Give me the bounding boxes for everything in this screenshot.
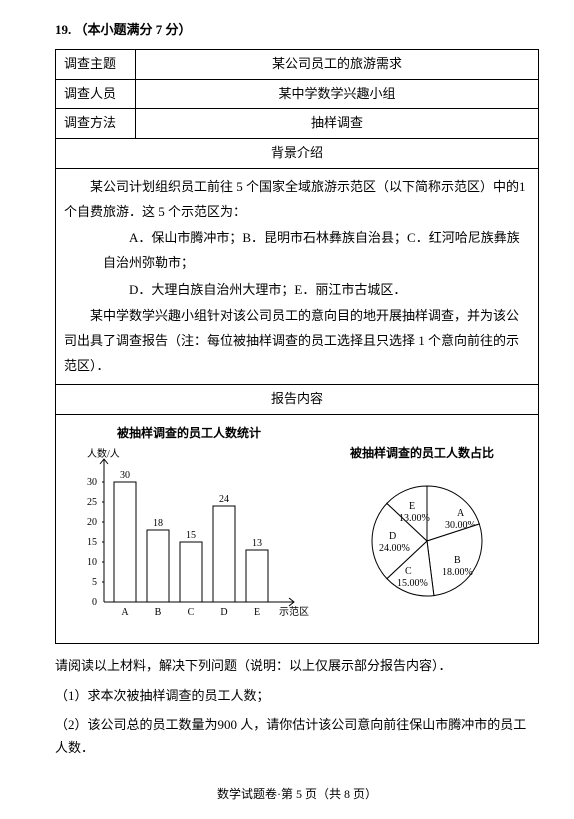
table-row: 报告内容 <box>56 385 539 415</box>
svg-text:A: A <box>121 607 129 618</box>
svg-text:0: 0 <box>92 597 97 608</box>
svg-text:D: D <box>220 607 227 618</box>
background-p2: 某中学数学兴趣小组针对该公司员工的意向目的地开展抽样调查，并为该公司出具了调查报… <box>64 304 530 378</box>
svg-text:10: 10 <box>87 557 97 568</box>
svg-text:15.00%: 15.00% <box>397 578 428 589</box>
pie-chart-container: 被抽样调查的员工人数占比 A30.00% B18.00% C15.00% <box>319 424 525 621</box>
svg-text:C: C <box>188 607 195 618</box>
svg-text:13.00%: 13.00% <box>399 513 430 524</box>
options-line-1: A．保山市腾冲市；B．昆明市石林彝族自治县；C．红河哈尼族彝族自治州弥勒市； <box>64 226 530 275</box>
svg-text:C: C <box>405 566 412 577</box>
instruction-intro: 请阅读以上材料，解决下列问题（说明：以上仅展示部分报告内容）． <box>55 654 539 677</box>
survey-staff-label: 调查人员 <box>56 79 136 109</box>
svg-text:A: A <box>457 508 465 519</box>
page-footer: 数学试题卷·第 5 页（共 8 页） <box>55 785 539 804</box>
table-row: 调查方法 抽样调查 <box>56 109 539 139</box>
bar-chart-svg: 人数/人 0 5 10 15 20 25 <box>69 447 309 622</box>
table-row: 调查主题 某公司员工的旅游需求 <box>56 49 539 79</box>
background-p1: 某公司计划组织员工前往 5 个国家全域旅游示范区（以下简称示范区）中的1个自费旅… <box>64 175 530 224</box>
survey-staff-value: 某中学数学兴趣小组 <box>136 79 539 109</box>
background-content: 某公司计划组织员工前往 5 个国家全域旅游示范区（以下简称示范区）中的1个自费旅… <box>56 168 539 385</box>
chart-cell: 被抽样调查的员工人数统计 人数/人 0 5 10 15 <box>56 415 539 644</box>
survey-table: 调查主题 某公司员工的旅游需求 调查人员 某中学数学兴趣小组 调查方法 抽样调查… <box>55 49 539 644</box>
options-line-2: D．大理白族自治州大理市；E．丽江市古城区． <box>64 278 530 303</box>
y-ticks: 0 5 10 15 20 25 30 <box>87 477 104 608</box>
survey-topic-label: 调查主题 <box>56 49 136 79</box>
svg-text:15: 15 <box>87 537 97 548</box>
instructions: 请阅读以上材料，解决下列问题（说明：以上仅展示部分报告内容）． （1）求本次被抽… <box>55 654 539 760</box>
table-row: 背景介绍 <box>56 139 539 169</box>
svg-text:5: 5 <box>92 577 97 588</box>
bar-chart-container: 被抽样调查的员工人数统计 人数/人 0 5 10 15 <box>69 424 309 629</box>
pie-chart-title: 被抽样调查的员工人数占比 <box>319 444 525 463</box>
survey-topic-value: 某公司员工的旅游需求 <box>136 49 539 79</box>
svg-text:24: 24 <box>219 494 229 505</box>
question-points: （本小题满分 7 分） <box>75 22 192 37</box>
question-number: 19. <box>55 22 71 37</box>
question-header: 19. （本小题满分 7 分） <box>55 20 539 41</box>
svg-text:B: B <box>155 607 162 618</box>
svg-text:D: D <box>389 531 396 542</box>
bar-chart-title: 被抽样调查的员工人数统计 <box>69 424 309 443</box>
svg-text:18: 18 <box>153 518 163 529</box>
svg-text:13: 13 <box>252 538 262 549</box>
table-row: 某公司计划组织员工前往 5 个国家全域旅游示范区（以下简称示范区）中的1个自费旅… <box>56 168 539 385</box>
survey-method-value: 抽样调查 <box>136 109 539 139</box>
chart-area: 被抽样调查的员工人数统计 人数/人 0 5 10 15 <box>64 419 530 639</box>
svg-text:E: E <box>409 501 415 512</box>
instruction-q1: （1）求本次被抽样调查的员工人数； <box>55 684 539 707</box>
svg-text:30: 30 <box>120 470 130 481</box>
table-row: 被抽样调查的员工人数统计 人数/人 0 5 10 15 <box>56 415 539 644</box>
background-header: 背景介绍 <box>56 139 539 169</box>
y-axis-label: 人数/人 <box>87 447 120 460</box>
svg-text:18.00%: 18.00% <box>442 567 473 578</box>
pie-chart-svg: A30.00% B18.00% C15.00% D24.00% E13.00% <box>342 469 502 614</box>
bars: 30 A 18 B 15 C 24 D 13 E <box>114 470 268 618</box>
svg-text:25: 25 <box>87 497 97 508</box>
instruction-q2: （2）该公司总的员工数量为900 人，请你估计该公司意向前往保山市腾冲市的员工人… <box>55 713 539 760</box>
table-row: 调查人员 某中学数学兴趣小组 <box>56 79 539 109</box>
report-header: 报告内容 <box>56 385 539 415</box>
x-axis-label: 示范区 <box>279 605 309 618</box>
svg-text:24.00%: 24.00% <box>379 543 410 554</box>
svg-text:15: 15 <box>186 530 196 541</box>
survey-method-label: 调查方法 <box>56 109 136 139</box>
svg-text:20: 20 <box>87 517 97 528</box>
svg-text:B: B <box>454 555 461 566</box>
svg-text:E: E <box>254 607 260 618</box>
svg-text:30: 30 <box>87 477 97 488</box>
